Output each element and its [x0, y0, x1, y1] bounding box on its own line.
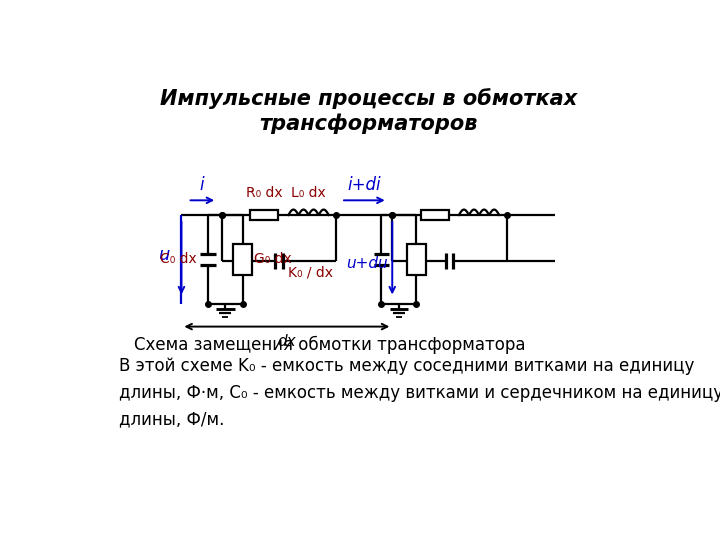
Text: Схема замещения обмотки трансформатора: Схема замещения обмотки трансформатора: [135, 336, 526, 354]
Bar: [421, 210, 449, 220]
Text: В этой схеме K₀ - емкость между соседними витками на единицу
длины, Ф·м, C₀ - ем: В этой схеме K₀ - емкость между соседним…: [120, 357, 720, 428]
Text: u+du: u+du: [346, 255, 387, 271]
Text: K₀ / dx: K₀ / dx: [289, 266, 333, 280]
Bar: [407, 244, 426, 275]
Text: L₀ dx: L₀ dx: [291, 186, 326, 200]
Text: R₀ dx: R₀ dx: [246, 186, 283, 200]
Text: i: i: [199, 176, 204, 194]
Text: G₀ dx: G₀ dx: [253, 252, 292, 266]
Text: u: u: [159, 246, 171, 265]
Bar: [251, 210, 279, 220]
Text: dx: dx: [277, 334, 296, 349]
Text: Импульсные процессы в обмотках
трансформаторов: Импульсные процессы в обмотках трансформ…: [161, 88, 577, 134]
Text: C₀ dx: C₀ dx: [160, 252, 197, 266]
Bar: [233, 244, 252, 275]
Text: i+di: i+di: [348, 176, 381, 194]
